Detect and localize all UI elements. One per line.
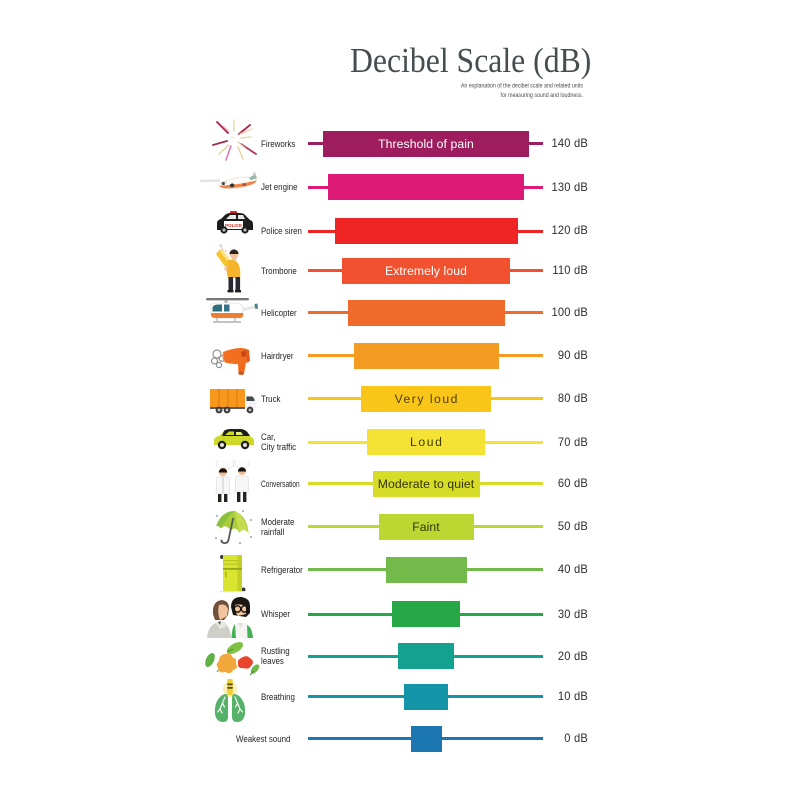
svg-text:POLICE: POLICE [225, 223, 242, 228]
